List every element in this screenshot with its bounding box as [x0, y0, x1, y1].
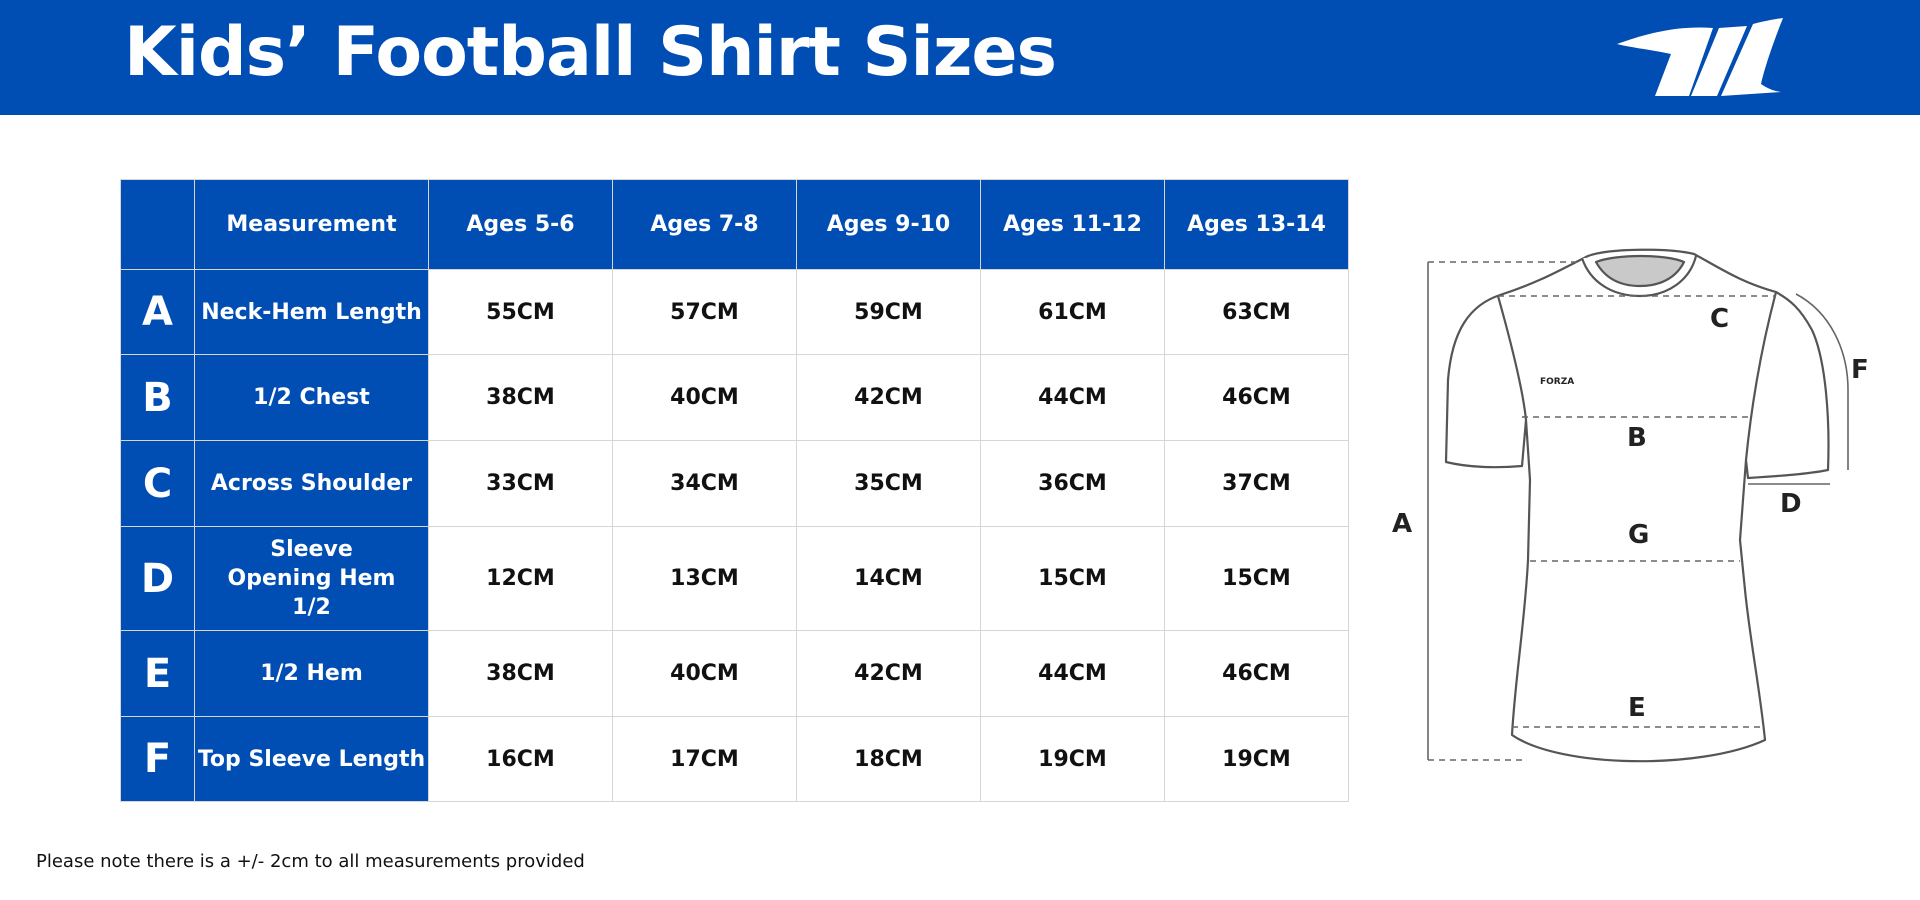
row-letter: D — [120, 526, 195, 631]
row-measurement: Neck-Hem Length — [194, 269, 429, 355]
header-cell-ages-5-6: Ages 5-6 — [428, 179, 613, 270]
diagram-label-f: F — [1851, 355, 1869, 385]
shirt-brand-text: FORZA — [1540, 377, 1574, 387]
table-row: A Neck-Hem Length 55CM 57CM 59CM 61CM 63… — [120, 269, 1349, 355]
size-value: 55CM — [428, 269, 613, 355]
diagram-label-e: E — [1628, 693, 1646, 723]
size-value: 38CM — [428, 630, 613, 717]
size-value: 15CM — [980, 526, 1165, 631]
size-value: 42CM — [796, 354, 981, 441]
table-row: D Sleeve Opening Hem 1/2 12CM 13CM 14CM … — [120, 526, 1349, 631]
row-measurement: Across Shoulder — [194, 440, 429, 527]
row-measurement: 1/2 Hem — [194, 630, 429, 717]
size-value: 36CM — [980, 440, 1165, 527]
row-measurement: 1/2 Chest — [194, 354, 429, 441]
size-value: 44CM — [980, 630, 1165, 717]
size-value: 34CM — [612, 440, 797, 527]
size-value: 18CM — [796, 716, 981, 802]
header-cell-ages-11-12: Ages 11-12 — [980, 179, 1165, 270]
size-value: 16CM — [428, 716, 613, 802]
diagram-label-c: C — [1710, 304, 1729, 334]
size-value: 46CM — [1164, 630, 1349, 717]
size-value: 61CM — [980, 269, 1165, 355]
table-row: E 1/2 Hem 38CM 40CM 42CM 44CM 46CM — [120, 630, 1349, 717]
row-letter: F — [120, 716, 195, 802]
size-value: 40CM — [612, 630, 797, 717]
brand-logo-icon — [1617, 18, 1783, 96]
header-cell-ages-9-10: Ages 9-10 — [796, 179, 981, 270]
page-title: Kids’ Football Shirt Sizes — [124, 13, 1057, 92]
header-banner: Kids’ Football Shirt Sizes — [0, 0, 1920, 115]
row-letter: E — [120, 630, 195, 717]
size-value: 40CM — [612, 354, 797, 441]
header-cell-ages-13-14: Ages 13-14 — [1164, 179, 1349, 270]
diagram-label-b: B — [1627, 423, 1647, 453]
size-value: 59CM — [796, 269, 981, 355]
row-letter: B — [120, 354, 195, 441]
size-value: 14CM — [796, 526, 981, 631]
diagram-label-d: D — [1780, 489, 1802, 519]
size-value: 38CM — [428, 354, 613, 441]
table-row: F Top Sleeve Length 16CM 17CM 18CM 19CM … — [120, 716, 1349, 802]
header-cell-blank — [120, 179, 195, 270]
size-value: 15CM — [1164, 526, 1349, 631]
size-value: 57CM — [612, 269, 797, 355]
diagram-label-a: A — [1392, 509, 1412, 539]
header-cell-measurement: Measurement — [194, 179, 429, 270]
size-value: 19CM — [1164, 716, 1349, 802]
shirt-measurement-diagram: FORZA A C F B D G E — [1392, 248, 1869, 763]
size-value: 42CM — [796, 630, 981, 717]
row-measurement: Sleeve Opening Hem 1/2 — [194, 526, 429, 631]
row-measurement-text: Sleeve Opening Hem 1/2 — [227, 537, 396, 620]
size-value: 33CM — [428, 440, 613, 527]
diagram-label-g: G — [1628, 520, 1649, 550]
size-value: 44CM — [980, 354, 1165, 441]
shirt-outline-icon — [1444, 248, 1830, 763]
measurement-tolerance-note: Please note there is a +/- 2cm to all me… — [36, 851, 585, 872]
table-header-row: Measurement Ages 5-6 Ages 7-8 Ages 9-10 … — [120, 179, 1349, 270]
table-row: B 1/2 Chest 38CM 40CM 42CM 44CM 46CM — [120, 354, 1349, 441]
size-value: 12CM — [428, 526, 613, 631]
size-value: 19CM — [980, 716, 1165, 802]
row-letter: C — [120, 440, 195, 527]
size-value: 63CM — [1164, 269, 1349, 355]
size-value: 37CM — [1164, 440, 1349, 527]
measurement-guide-lines — [1427, 261, 1849, 761]
row-measurement: Top Sleeve Length — [194, 716, 429, 802]
size-value: 17CM — [612, 716, 797, 802]
header-cell-ages-7-8: Ages 7-8 — [612, 179, 797, 270]
size-value: 35CM — [796, 440, 981, 527]
size-chart-table: Measurement Ages 5-6 Ages 7-8 Ages 9-10 … — [120, 179, 1349, 802]
size-value: 13CM — [612, 526, 797, 631]
row-letter: A — [120, 269, 195, 355]
size-value: 46CM — [1164, 354, 1349, 441]
table-row: C Across Shoulder 33CM 34CM 35CM 36CM 37… — [120, 440, 1349, 527]
